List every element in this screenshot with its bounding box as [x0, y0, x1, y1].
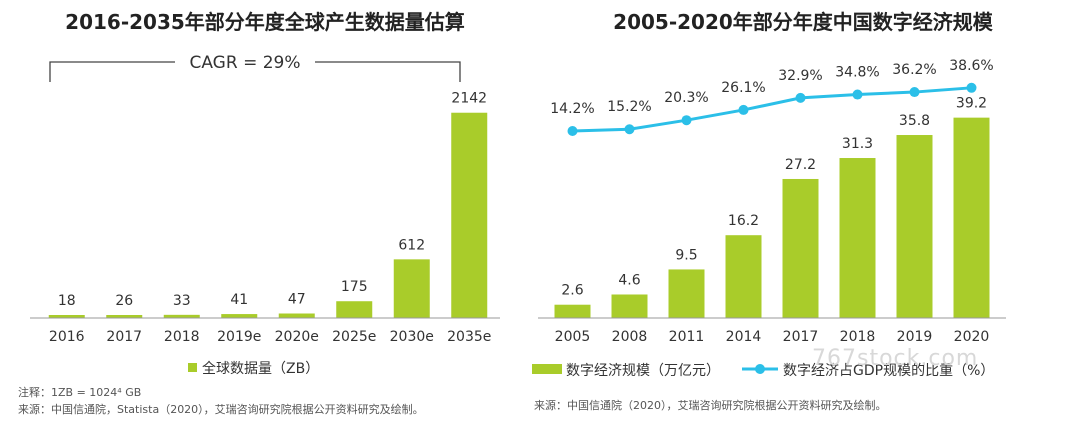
bar	[725, 235, 762, 318]
bar-value-label: 18	[58, 293, 76, 309]
bar	[163, 314, 200, 318]
x-tick-label: 2020e	[275, 329, 319, 345]
bar	[278, 313, 315, 318]
bar-value-label: 612	[398, 237, 425, 253]
global-data-volume-chart: 2016-2035年部分年度全球产生数据量估算 CAGR = 29% 18 2016…	[0, 0, 530, 422]
bar-value-label: 26	[115, 293, 133, 309]
x-tick-label: 2014	[726, 329, 762, 345]
x-tick-label: 2020	[954, 329, 990, 345]
china-digital-economy-chart: 2005-2020年部分年度中国数字经济规模 2.6 2005 4.6 2008 9.5…	[530, 0, 1076, 422]
x-tick-label: 2025e	[332, 329, 376, 345]
bar	[554, 304, 591, 318]
bar-value-label: 35.8	[899, 113, 930, 129]
bar-value-label: 33	[173, 293, 191, 309]
line-point	[681, 115, 692, 126]
cagr-label: CAGR = 29%	[189, 53, 300, 73]
bar-value-label: 27.2	[785, 157, 816, 173]
line-value-label: 14.2%	[550, 101, 594, 117]
left-chart-canvas: CAGR = 29% 18 2016 26 2017 33 2018 41 2019e 47 202…	[30, 53, 500, 377]
bar-value-label: 41	[230, 292, 248, 308]
x-tick-label: 2011	[669, 329, 705, 345]
line-point	[966, 82, 977, 93]
bar-value-label: 9.5	[675, 247, 697, 263]
legend-swatch	[188, 363, 197, 372]
bar	[106, 315, 143, 318]
line-value-label: 36.2%	[892, 62, 936, 78]
bar	[451, 112, 488, 318]
bar	[896, 135, 933, 318]
line-value-label: 20.3%	[664, 90, 708, 106]
cagr-bracket	[49, 61, 461, 82]
bar	[336, 301, 373, 318]
right-chart-canvas: 2.6 2005 4.6 2008 9.5 2011 16.2 2014 27.2 2017 31.…	[532, 58, 1006, 379]
line-point	[795, 92, 806, 103]
x-tick-label: 2019e	[217, 329, 261, 345]
bar-value-label: 175	[341, 279, 368, 295]
x-tick-label: 2016	[49, 329, 85, 345]
bar-value-label: 31.3	[842, 136, 873, 152]
line-point	[909, 87, 920, 98]
bar	[782, 178, 819, 318]
bar	[221, 314, 258, 318]
x-tick-label: 2017	[106, 329, 142, 345]
line-point	[852, 89, 863, 100]
x-tick-label: 2030e	[390, 329, 434, 345]
left-chart-title: 2016-2035年部分年度全球产生数据量估算	[65, 10, 465, 34]
legend-label: 全球数据量（ZB）	[202, 360, 319, 377]
line-value-label: 32.9%	[778, 68, 822, 84]
bar	[839, 158, 876, 318]
right-chart-title: 2005-2020年部分年度中国数字经济规模	[613, 10, 993, 34]
bar-value-label: 2142	[451, 91, 487, 107]
x-tick-label: 2005	[555, 329, 591, 345]
bar-value-label: 47	[288, 291, 306, 307]
legend-label-line: 数字经济占GDP规模的比重（%）	[783, 363, 994, 379]
x-tick-label: 2018	[164, 329, 200, 345]
watermark-text: 767stock.com	[812, 346, 979, 371]
bar-value-label: 2.6	[561, 283, 583, 299]
x-tick-label: 2035e	[447, 329, 491, 345]
line-point	[567, 126, 578, 136]
x-tick-label: 2019	[897, 329, 933, 345]
line-point	[738, 104, 749, 115]
bar	[611, 294, 648, 318]
line-value-label: 15.2%	[607, 99, 651, 115]
left-chart-source: 来源：中国信通院，Statista（2020），艾瑞咨询研究院根据公开资料研究及…	[18, 403, 424, 416]
left-chart-footnote: 注释：1ZB = 1024⁴ GB	[18, 386, 142, 399]
bar	[668, 269, 705, 318]
bar	[393, 259, 430, 318]
line-value-label: 38.6%	[949, 58, 993, 74]
gdp-share-line	[572, 86, 972, 133]
x-tick-label: 2017	[783, 329, 819, 345]
line-value-label: 34.8%	[835, 65, 879, 81]
legend-swatch-bar	[532, 364, 562, 374]
bar	[48, 315, 85, 318]
line-value-label: 26.1%	[721, 80, 765, 96]
bar-value-label: 39.2	[956, 96, 987, 112]
bar-value-label: 16.2	[728, 213, 759, 229]
bar-value-label: 4.6	[618, 272, 640, 288]
x-tick-label: 2008	[612, 329, 648, 345]
legend-label-bar: 数字经济规模（万亿元）	[566, 363, 720, 379]
right-chart-source: 来源：中国信通院（2020），艾瑞咨询研究院根据公开资料研究及绘制。	[534, 399, 887, 412]
bar	[953, 117, 990, 319]
legend-swatch-marker	[755, 364, 765, 374]
x-tick-label: 2018	[840, 329, 876, 345]
line-point	[624, 124, 635, 135]
